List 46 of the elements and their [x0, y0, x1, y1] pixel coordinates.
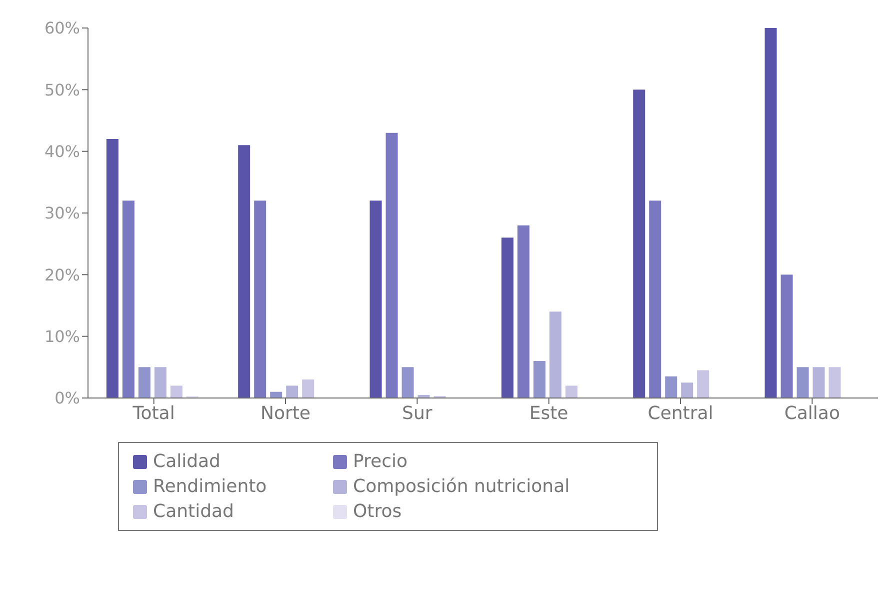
bar [665, 376, 678, 398]
x-tick-label: Sur [402, 402, 433, 424]
bar [533, 361, 546, 398]
bar [501, 238, 514, 398]
bar [370, 200, 382, 398]
bar [138, 367, 150, 398]
bar [649, 200, 662, 398]
bar [238, 145, 250, 398]
bar [780, 274, 793, 398]
y-tick-label: 30% [44, 204, 80, 223]
y-tick-label: 0% [54, 388, 80, 408]
bar [254, 200, 266, 398]
bar [302, 380, 314, 398]
bar [286, 386, 298, 398]
x-tick-label: Total [132, 402, 175, 424]
bar [681, 382, 694, 398]
y-tick-label: 10% [44, 327, 80, 346]
legend-label: Composición nutricional [353, 476, 570, 497]
y-tick-label: 40% [44, 142, 80, 162]
bar [170, 386, 182, 398]
bar [697, 370, 710, 398]
legend-label: Cantidad [153, 501, 234, 522]
y-tick-label: 60% [44, 18, 80, 38]
x-tick-label: Callao [784, 402, 840, 424]
bar [517, 225, 530, 398]
bar [828, 367, 841, 398]
bar [402, 367, 414, 398]
x-tick-label: Central [648, 402, 714, 424]
legend-label: Calidad [153, 451, 220, 472]
bar [633, 90, 646, 398]
bar [106, 139, 118, 398]
legend-label: Rendimiento [153, 476, 267, 497]
bar [549, 312, 562, 398]
bar [565, 386, 578, 398]
bar [796, 367, 809, 398]
y-tick-label: 50% [44, 80, 80, 100]
bar [122, 200, 134, 398]
y-tick-label: 20% [44, 265, 80, 284]
x-tick-label: Este [529, 402, 568, 424]
x-tick-label: Norte [260, 402, 311, 424]
legend-label: Precio [353, 451, 408, 472]
bar [764, 28, 777, 398]
bar [154, 367, 166, 398]
bar [386, 132, 398, 398]
legend-label: Otros [353, 501, 402, 522]
bar [812, 367, 825, 398]
